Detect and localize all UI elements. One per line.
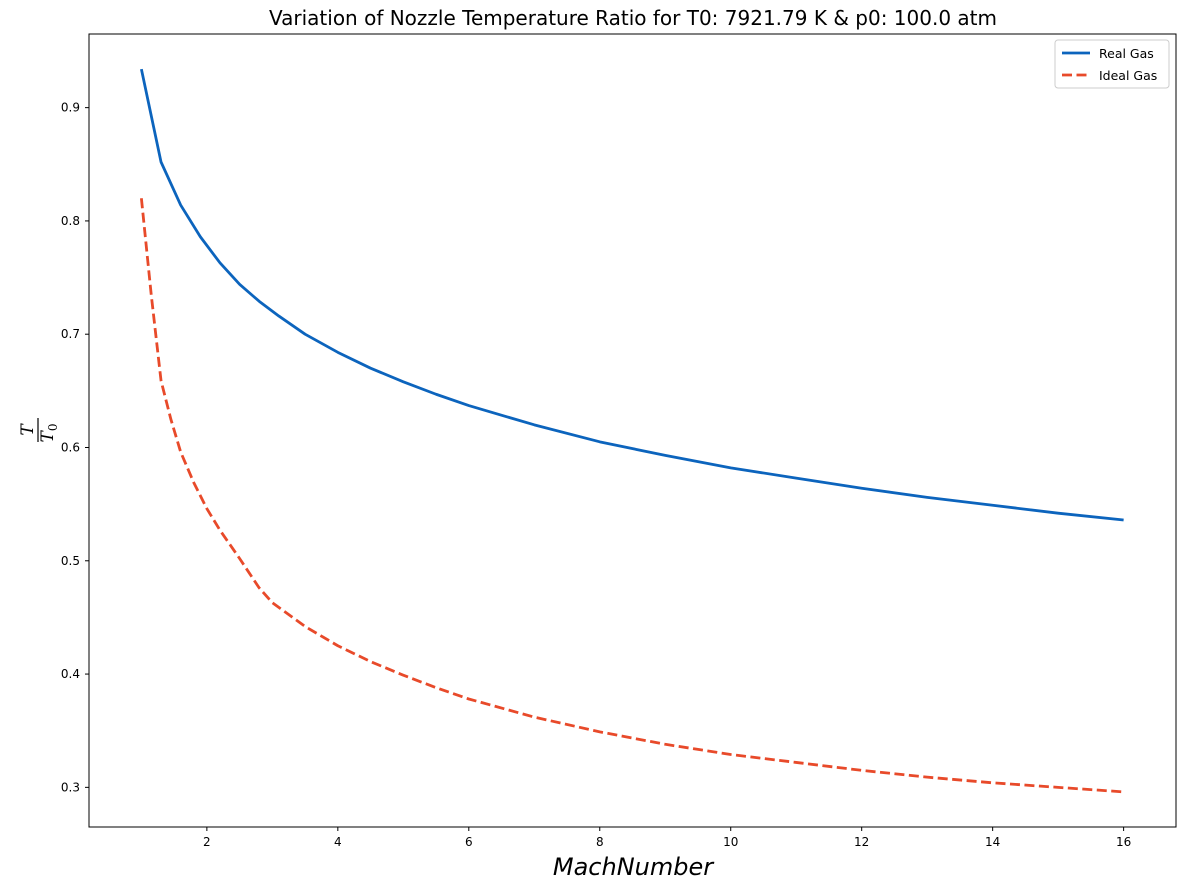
x-tick-label: 10 [723,835,738,849]
x-tick-label: 16 [1116,835,1131,849]
x-tick-label: 12 [854,835,869,849]
series-line-real-gas [140,68,1124,522]
y-tick-label: 0.7 [61,327,80,341]
x-tick-label: 6 [465,835,473,849]
y-tick-label: 0.6 [61,440,80,454]
y-axis: 0.3 0.4 0.5 0.6 0.7 0.8 0.9 [61,101,89,794]
y-axis-label-denominator: T0 [38,424,60,443]
x-tick-label: 14 [985,835,1000,849]
plot-area [88,33,1177,828]
x-tick-label: 8 [596,835,604,849]
legend-label-ideal-gas: Ideal Gas [1099,68,1157,83]
y-axis-label-numerator: T [18,423,38,436]
y-tick-label: 0.9 [61,101,80,115]
series-layer [139,68,1124,794]
y-tick-label: 0.4 [61,667,80,681]
chart-title: Variation of Nozzle Temperature Ratio fo… [269,6,997,30]
x-tick-label: 4 [334,835,342,849]
x-axis: 2 4 6 8 10 12 14 16 [203,827,1131,849]
y-axis-label: T T0 [18,418,60,442]
series-line-ideal-gas [139,198,1124,794]
y-tick-label: 0.5 [61,554,80,568]
x-tick-label: 2 [203,835,211,849]
y-tick-label: 0.3 [61,780,80,794]
y-tick-label: 0.8 [61,214,80,228]
legend: Real Gas Ideal Gas [1054,39,1170,89]
legend-label-real-gas: Real Gas [1099,46,1154,61]
x-axis-label: MachNumber [553,853,715,881]
